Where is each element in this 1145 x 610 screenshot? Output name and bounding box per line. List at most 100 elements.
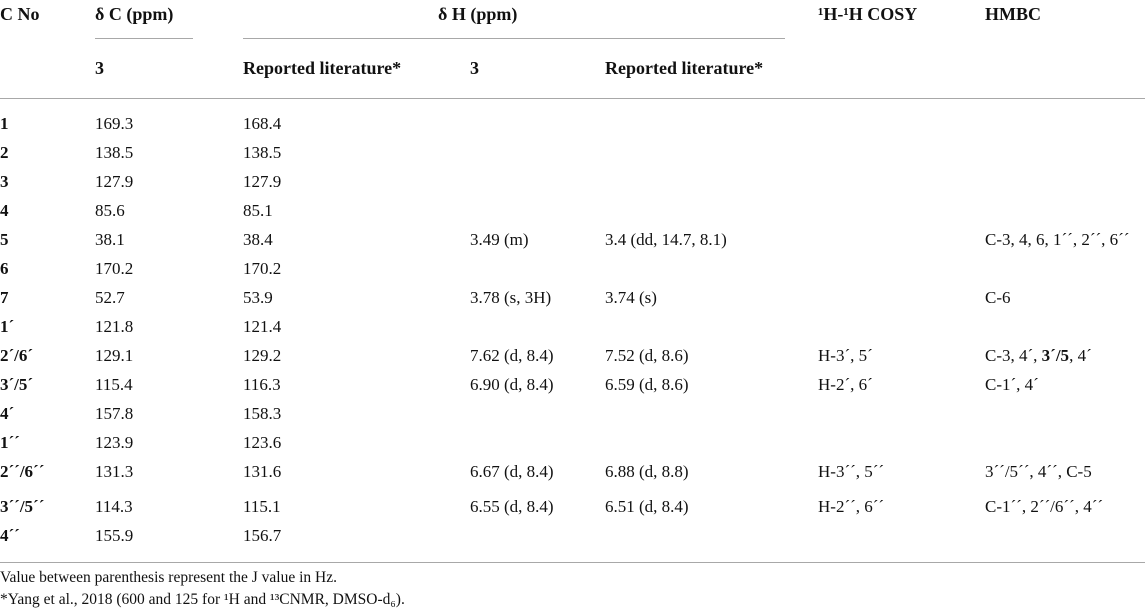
delta-h-cell: 3.49 (m) <box>470 230 529 249</box>
delta-c-literature-cell: 53.9 <box>243 288 273 307</box>
delta-c-cell: 131.3 <box>95 462 134 481</box>
delta-c-cell: 170.2 <box>95 259 134 278</box>
header-delta-c: δ C (ppm) <box>95 4 174 24</box>
subheader-delta-h-literature: Reported literature* <box>605 58 764 78</box>
carbon-number-cell: 4´ <box>0 404 15 423</box>
hmbc-cell: C-3, 4´, 3´/5, 4´ <box>985 341 1092 370</box>
delta-c-cell: 115.4 <box>95 375 133 394</box>
table-bottom-rule <box>0 562 1145 563</box>
delta-c-literature-cell: 123.6 <box>243 433 282 452</box>
delta-h-literature-cell: 3.74 (s) <box>605 288 657 307</box>
delta-c-cell: 127.9 <box>95 172 134 191</box>
delta-h-literature-cell: 6.59 (d, 8.6) <box>605 375 689 394</box>
delta-h-cell: 7.62 (d, 8.4) <box>470 346 554 365</box>
delta-c-literature-cell: 116.3 <box>243 375 281 394</box>
delta-c-cell: 155.9 <box>95 526 134 545</box>
delta-c-literature-cell: 138.5 <box>243 143 282 162</box>
delta-h-cell: 6.55 (d, 8.4) <box>470 497 554 516</box>
carbon-number-cell: 7 <box>0 288 9 307</box>
delta-c-cell: 38.1 <box>95 230 125 249</box>
delta-h-literature-cell: 6.51 (d, 8.4) <box>605 497 689 516</box>
table-row: 4´´ 155.9 156.7 <box>0 521 1145 550</box>
table-row: 4´ 157.8 158.3 <box>0 399 1145 428</box>
header-hmbc: HMBC <box>985 4 1041 24</box>
carbon-number-cell: 6 <box>0 259 9 278</box>
header-delta-h: δ H (ppm) <box>438 4 518 24</box>
delta-c-cell: 157.8 <box>95 404 134 423</box>
footnote-j-value: Value between parenthesis represent the … <box>0 569 337 586</box>
delta-h-cell: 6.90 (d, 8.4) <box>470 375 554 394</box>
table-row: 5 38.1 38.4 3.49 (m) 3.4 (dd, 14.7, 8.1) C-3,… <box>0 225 1145 254</box>
table-row: 3´´/5´´ 114.3 115.1 6.55 (d, 8.4) 6.51 (d, 8… <box>0 492 1145 521</box>
delta-c-cell: 85.6 <box>95 201 125 220</box>
delta-c-cell: 52.7 <box>95 288 125 307</box>
hmbc-segment: C-3, 4´, <box>985 346 1042 365</box>
carbon-number-cell: 1´ <box>0 317 15 336</box>
hmbc-cell: C-3, 4, 6, 1´´, 2´´, 6´´ <box>985 230 1130 249</box>
header-bottom-rule <box>0 98 1145 99</box>
table-row: 6 170.2 170.2 <box>0 254 1145 283</box>
carbon-number-cell: 2´´/6´´ <box>0 462 45 481</box>
delta-c-literature-cell: 127.9 <box>243 172 282 191</box>
delta-h-literature-cell: 7.52 (d, 8.6) <box>605 346 689 365</box>
carbon-number-cell: 4 <box>0 201 9 220</box>
hmbc-segment: , 4´ <box>1069 346 1092 365</box>
delta-h-literature-cell: 6.88 (d, 8.8) <box>605 462 689 481</box>
table-row: 1 169.3 168.4 <box>0 109 1145 138</box>
table-row: 3´/5´ 115.4 116.3 6.90 (d, 8.4) 6.59 (d, 8.6… <box>0 370 1145 399</box>
subheader-delta-c-literature: Reported literature* <box>243 58 402 78</box>
table-row: 2 138.5 138.5 <box>0 138 1145 167</box>
delta-c-literature-cell: 131.6 <box>243 462 282 481</box>
table-row: 1´ 121.8 121.4 <box>0 312 1145 341</box>
header-cosy: ¹H-¹H COSY <box>818 4 918 24</box>
delta-c-literature-cell: 85.1 <box>243 201 273 220</box>
carbon-number-cell: 3´´/5´´ <box>0 497 45 516</box>
header-c-no: C No <box>0 4 40 24</box>
table-body: 1 169.3 168.4 2 138.5 138.5 3 127.9 127.9 4 85.6 85… <box>0 109 1145 550</box>
delta-c-literature-cell: 115.1 <box>243 497 281 516</box>
carbon-number-cell: 3 <box>0 172 9 191</box>
table-row: 3 127.9 127.9 <box>0 167 1145 196</box>
delta-c-cell: 169.3 <box>95 114 134 133</box>
table-row: 2´/6´ 129.1 129.2 7.62 (d, 8.4) 7.52 (d, 8.6… <box>0 341 1145 370</box>
hmbc-cell: C-1´´, 2´´/6´´, 4´´ <box>985 497 1104 516</box>
carbon-number-cell: 1´´ <box>0 433 20 452</box>
delta-c-group-underline <box>95 38 193 39</box>
cosy-cell: H-2´´, 6´´ <box>818 497 885 516</box>
footnote-reference: *Yang et al., 2018 (600 and 125 for ¹H a… <box>0 591 405 608</box>
delta-c-literature-cell: 38.4 <box>243 230 273 249</box>
delta-c-literature-cell: 170.2 <box>243 259 282 278</box>
carbon-number-cell: 5 <box>0 230 9 249</box>
carbon-number-cell: 2´/6´ <box>0 346 34 365</box>
carbon-number-cell: 2 <box>0 143 9 162</box>
delta-c-cell: 129.1 <box>95 346 134 365</box>
delta-c-cell: 123.9 <box>95 433 134 452</box>
delta-c-literature-cell: 129.2 <box>243 346 282 365</box>
table-row: 4 85.6 85.1 <box>0 196 1145 225</box>
delta-h-literature-cell: 3.4 (dd, 14.7, 8.1) <box>605 230 727 249</box>
delta-c-literature-cell: 121.4 <box>243 317 282 336</box>
delta-c-literature-cell: 158.3 <box>243 404 282 423</box>
table-row: 2´´/6´´ 131.3 131.6 6.67 (d, 8.4) 6.88 (d, 8… <box>0 457 1145 486</box>
subheader-delta-h-3: 3 <box>470 58 479 78</box>
cosy-cell: H-3´, 5´ <box>818 346 873 365</box>
delta-c-literature-cell: 168.4 <box>243 114 282 133</box>
carbon-number-cell: 1 <box>0 114 9 133</box>
hmbc-cell: 3´´/5´´, 4´´, C-5 <box>985 462 1092 481</box>
delta-c-literature-cell: 156.7 <box>243 526 282 545</box>
delta-c-cell: 114.3 <box>95 497 133 516</box>
delta-h-group-underline <box>243 38 785 39</box>
delta-h-cell: 3.78 (s, 3H) <box>470 288 552 307</box>
carbon-number-cell: 4´´ <box>0 526 20 545</box>
delta-c-cell: 121.8 <box>95 317 134 336</box>
carbon-number-cell: 3´/5´ <box>0 375 34 394</box>
cosy-cell: H-3´´, 5´´ <box>818 462 885 481</box>
table-row: 7 52.7 53.9 3.78 (s, 3H) 3.74 (s) C-6 <box>0 283 1145 312</box>
hmbc-cell: C-1´, 4´ <box>985 375 1039 394</box>
hmbc-cell: C-6 <box>985 288 1011 307</box>
subheader-delta-c-3: 3 <box>95 58 104 78</box>
delta-h-cell: 6.67 (d, 8.4) <box>470 462 554 481</box>
delta-c-cell: 138.5 <box>95 143 134 162</box>
hmbc-segment: 3´/5 <box>1041 346 1070 365</box>
cosy-cell: H-2´, 6´ <box>818 375 873 394</box>
